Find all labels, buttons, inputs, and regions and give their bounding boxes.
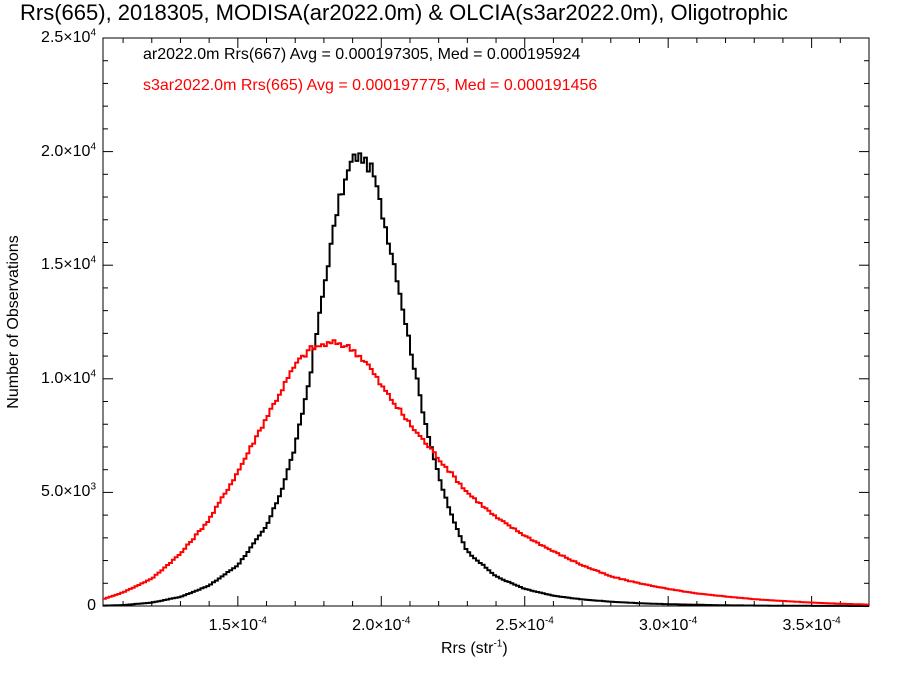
x-axis-label: Rrs (str-1) xyxy=(441,638,508,657)
legend-entry-s3ar2022: s3ar2022.0m Rrs(665) Avg = 0.000197775, … xyxy=(143,77,598,94)
series-line-ar2022 xyxy=(103,152,869,607)
y-tick-label: 5.0×103 xyxy=(41,482,96,501)
chart-title: Rrs(665), 2018305, MODISA(ar2022.0m) & O… xyxy=(20,0,788,25)
x-tick-label: 1.5×10-4 xyxy=(208,615,267,634)
y-tick-label: 1.5×104 xyxy=(41,254,96,274)
x-tick-label: 3.5×10-4 xyxy=(782,615,841,634)
x-tick-label: 2.0×10-4 xyxy=(352,615,411,634)
x-tick-label: 3.0×10-4 xyxy=(639,615,698,634)
y-tick-label: 0 xyxy=(87,597,96,614)
y-tick-label: 1.0×104 xyxy=(41,368,96,387)
y-tick-label: 2.0×104 xyxy=(41,141,96,160)
y-tick-label: 2.5×104 xyxy=(41,27,96,46)
plot-frame xyxy=(102,37,870,607)
axis-ticks xyxy=(103,37,869,607)
series-line-s3ar2022 xyxy=(103,339,869,606)
x-tick-label: 2.5×10-4 xyxy=(495,615,554,634)
y-axis-label: Number of Observations xyxy=(5,235,22,409)
legend-entry-ar2022: ar2022.0m Rrs(667) Avg = 0.000197305, Me… xyxy=(143,46,581,63)
